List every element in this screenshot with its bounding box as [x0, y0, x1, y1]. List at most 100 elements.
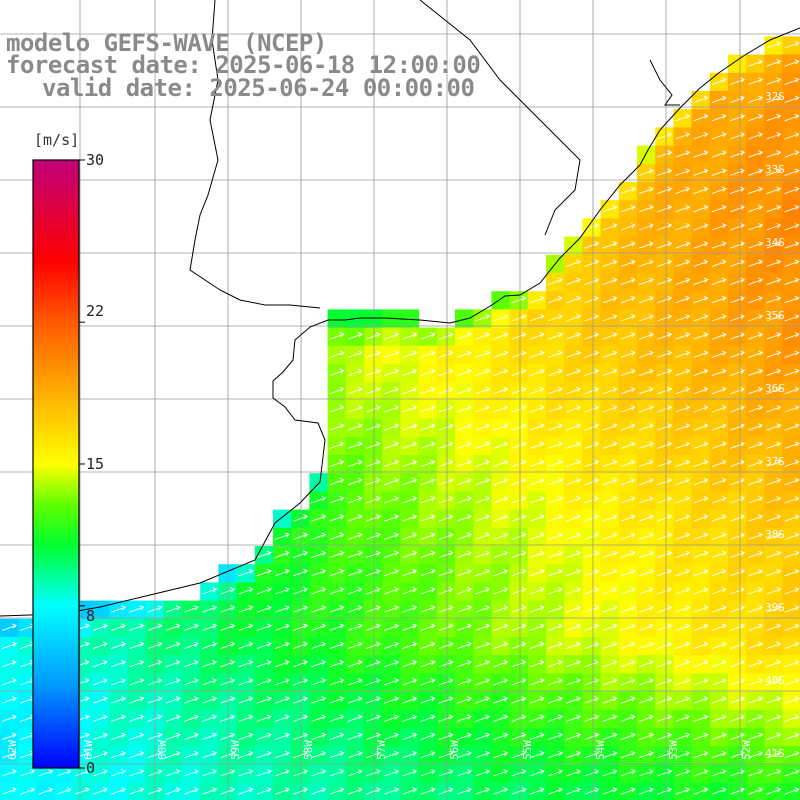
wind-arrow [638, 223, 654, 231]
wind-arrow [129, 787, 145, 795]
wind-arrow [748, 769, 764, 777]
wind-arrow [766, 514, 782, 522]
wind-arrow [274, 532, 290, 540]
wind-arrow [620, 496, 636, 504]
wind-arrow [329, 550, 345, 559]
wind-arrow [438, 787, 454, 795]
wind-arrow [711, 259, 727, 267]
wind-arrow [311, 696, 327, 704]
wind-arrow [293, 678, 309, 686]
wind-arrow [329, 568, 345, 577]
wind-arrow [220, 587, 236, 595]
wind-arrow [384, 678, 400, 686]
wind-arrow [584, 332, 600, 340]
wind-arrow [675, 641, 691, 650]
wind-arrow [511, 714, 527, 722]
wind-arrow [202, 696, 218, 704]
wind-arrow [274, 587, 290, 595]
wind-arrow [748, 605, 764, 613]
wind-arrow [347, 714, 363, 722]
wind-arrow [238, 732, 254, 741]
wind-arrow [511, 532, 527, 540]
lat-label: 32S [765, 90, 785, 103]
wind-arrow [693, 696, 709, 704]
wind-arrow [402, 496, 418, 504]
wind-arrow [675, 769, 691, 777]
wind-arrow [438, 732, 454, 741]
wind-arrow [711, 714, 727, 722]
wind-arrow [529, 568, 545, 577]
wind-arrow [729, 150, 745, 158]
wind-arrow [1, 750, 17, 759]
wind-arrow [329, 641, 345, 650]
wind-arrow [402, 459, 418, 468]
wind-arrow [584, 441, 600, 449]
wind-arrow [475, 532, 491, 540]
wind-arrow [729, 441, 745, 449]
wind-arrow [711, 350, 727, 358]
wind-arrow [766, 405, 782, 413]
wind-arrow [1, 732, 17, 741]
wind-arrow [202, 787, 218, 795]
wind-arrow [620, 568, 636, 577]
wind-arrow [329, 696, 345, 704]
wind-arrow [657, 605, 673, 613]
wind-arrow [129, 714, 145, 722]
wind-arrow [584, 568, 600, 577]
wind-arrow [402, 568, 418, 577]
wind-arrow [657, 787, 673, 795]
wind-arrow [729, 186, 745, 195]
wind-arrow [693, 514, 709, 522]
wind-arrow [438, 568, 454, 577]
wind-arrow [402, 514, 418, 522]
wind-arrow [165, 641, 181, 650]
wind-arrow [493, 568, 509, 577]
wind-arrow [329, 769, 345, 777]
wind-arrow [529, 623, 545, 631]
wind-arrow [493, 732, 509, 741]
wind-arrow [748, 477, 764, 486]
wind-arrow [638, 386, 654, 395]
wind-arrow [438, 641, 454, 650]
wind-arrow [711, 550, 727, 559]
wind-arrow [475, 769, 491, 777]
wind-arrow [584, 550, 600, 559]
wind-arrow [766, 295, 782, 304]
wind-arrow [748, 95, 764, 104]
wind-arrow [347, 678, 363, 686]
wind-arrow [547, 514, 563, 522]
wind-arrow [729, 769, 745, 777]
wind-arrow [784, 587, 800, 595]
wind-arrow [584, 477, 600, 486]
wind-arrow [602, 277, 618, 286]
wind-arrow [329, 714, 345, 722]
wind-arrow [748, 532, 764, 540]
wind-arrow [165, 659, 181, 668]
wind-arrow [165, 732, 181, 741]
wind-arrow [675, 568, 691, 577]
wind-arrow [202, 769, 218, 777]
wind-arrow [584, 277, 600, 286]
wind-arrow [602, 696, 618, 704]
wind-arrow [784, 641, 800, 650]
wind-arrow [602, 441, 618, 449]
wind-arrow [657, 277, 673, 286]
wind-arrow [602, 204, 618, 213]
wind-arrow [311, 787, 327, 795]
wind-arrow [111, 659, 127, 668]
wind-arrow [529, 714, 545, 722]
wind-arrow [784, 514, 800, 522]
wind-arrow [92, 659, 108, 668]
wind-arrow [384, 714, 400, 722]
wind-arrow [729, 368, 745, 377]
wind-arrow [784, 568, 800, 577]
wind-arrow [347, 441, 363, 449]
wind-arrow [729, 168, 745, 176]
wind-arrow [657, 314, 673, 322]
wind-arrow [766, 441, 782, 449]
wind-arrow [620, 186, 636, 195]
wind-arrow [657, 514, 673, 522]
wind-arrow [584, 605, 600, 613]
wind-arrow [693, 113, 709, 122]
wind-arrow [56, 787, 72, 795]
